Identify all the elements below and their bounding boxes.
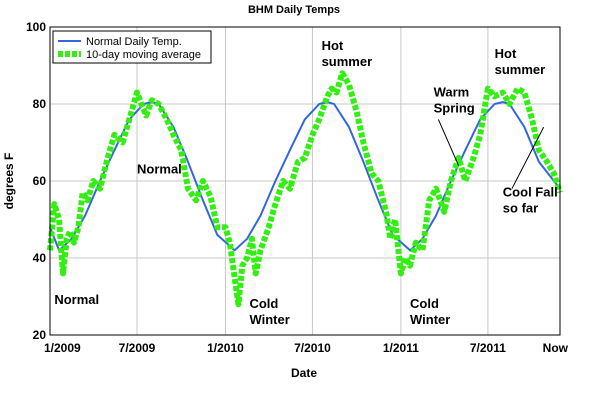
x-tick-label: Now	[543, 341, 569, 355]
annotation-line: Winter	[410, 312, 450, 327]
annotation-line: Normal	[137, 161, 182, 176]
annotation-line: Hot	[322, 38, 344, 53]
annotation-label: Hot summer	[495, 46, 546, 77]
annotation-line: Cold	[410, 296, 439, 311]
x-tick-label: 1/2011	[383, 341, 419, 355]
annotation-line: Normal	[54, 292, 99, 307]
x-tick-label: 1/2009	[44, 341, 81, 355]
y-tick-label: 80	[33, 97, 47, 111]
y-tick-label: 60	[33, 174, 47, 188]
x-axis-ticks: 1/2009 7/2009 1/2010 7/2010 1/2011 7/2011 Now	[44, 341, 569, 355]
legend-box	[52, 30, 212, 64]
annotation-label: Warm Spring	[434, 84, 475, 115]
x-tick-label: 7/2009	[119, 341, 156, 355]
annotation-line: Spring	[434, 100, 475, 115]
data-series	[47, 70, 563, 308]
legend-entry-label: 10-day moving average	[86, 49, 201, 61]
chart-title: BHM Daily Temps	[248, 4, 340, 16]
moving-average-series-line	[47, 70, 563, 308]
normal-temp-series-line	[49, 101, 561, 252]
annotation-arrow	[437, 119, 460, 166]
annotation-label: Hot summer	[322, 38, 373, 69]
annotation-label: Normal	[137, 161, 182, 176]
y-axis-label: degrees F	[2, 153, 16, 210]
y-tick-label: 100	[26, 20, 46, 34]
annotation-label: Cold Winter	[249, 296, 289, 327]
annotation-label: Cold Winter	[410, 296, 450, 327]
legend-entry-label: Normal Daily Temp.	[86, 36, 182, 48]
annotation-line: Winter	[249, 312, 289, 327]
x-tick-label: 7/2011	[470, 341, 506, 355]
annotation-line: Hot	[495, 46, 517, 61]
annotation-arrow	[511, 126, 545, 189]
x-tick-label: 1/2010	[207, 341, 244, 355]
annotation-label: Normal	[54, 292, 99, 307]
annotation-line: Cool Fall	[503, 184, 558, 199]
x-tick-label: 7/2010	[294, 341, 331, 355]
y-tick-label: 20	[33, 328, 47, 342]
x-axis-label: Date	[291, 366, 317, 380]
annotation-line: summer	[495, 62, 546, 77]
annotation-line: Warm	[434, 84, 470, 99]
y-tick-label: 40	[33, 251, 47, 265]
annotation-label: Cool Fall so far	[503, 184, 558, 215]
plot-area-frame	[49, 26, 561, 336]
y-axis-ticks: 20 40 60 80 100	[26, 20, 46, 342]
annotation-line: summer	[322, 54, 373, 69]
annotation-line: Cold	[249, 296, 278, 311]
legend: Normal Daily Temp.10-day moving average	[52, 30, 212, 64]
gridlines	[49, 26, 561, 336]
annotation-line: so far	[503, 200, 538, 215]
